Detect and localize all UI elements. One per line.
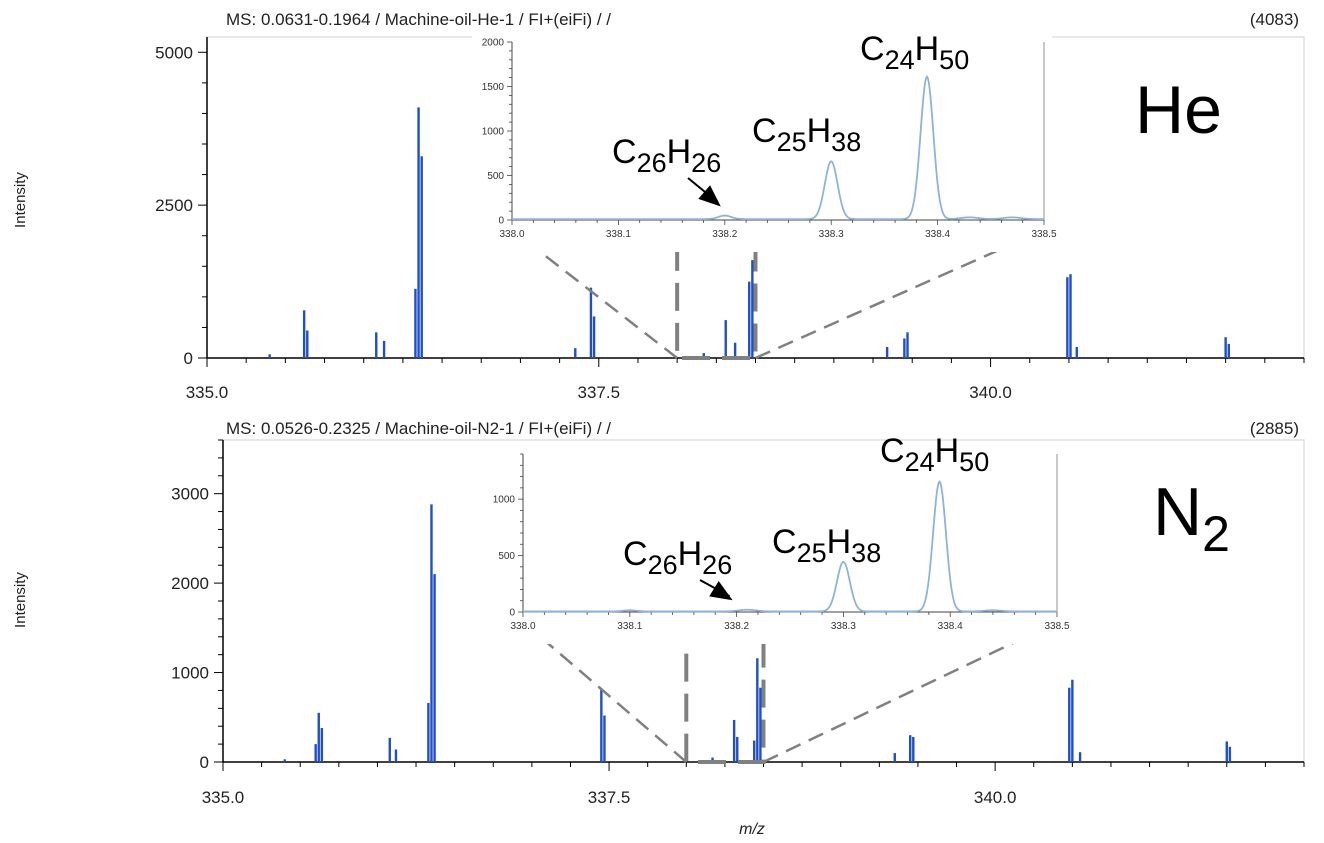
x-tick-label: 335.0	[186, 383, 229, 402]
x-axis-label: m/z	[739, 821, 765, 838]
inset-x-tick-label: 338.1	[606, 229, 631, 240]
x-tick-label: 340.0	[969, 383, 1012, 402]
inset-x-tick-label: 338.5	[1031, 229, 1056, 240]
panel-header-left: MS: 0.0526-0.2325 / Machine-oil-N2-1 / F…	[226, 419, 611, 438]
annotation-arrow-head	[709, 581, 733, 601]
carrier-gas-label: N2	[1153, 474, 1230, 562]
inset-profile-line	[512, 75, 1044, 221]
annotation-arrow-head	[698, 185, 721, 207]
spectrum-series	[283, 504, 1232, 762]
inset-x-tick-label: 338.1	[617, 621, 642, 632]
y-axis-label: Intensity	[12, 572, 29, 628]
inset-zoom-plot: 0 500 1000 1500 2000 338.0 338.1 338.2 338.3 338.…	[472, 36, 1057, 252]
panel-header-left: MS: 0.0631-0.1964 / Machine-oil-He-1 / F…	[226, 10, 611, 29]
zoom-connector-left	[522, 621, 688, 763]
y-axis-label: Intensity	[12, 172, 29, 228]
zoom-box	[684, 634, 766, 764]
inset-background	[472, 36, 1052, 252]
spectrum-panel-1: MS: 0.0631-0.1964 / Machine-oil-He-1 / F…	[12, 10, 1305, 402]
zoom-connector-left	[511, 229, 678, 359]
inset-x-tick-label: 338.2	[724, 621, 749, 632]
formula-label: C26H26	[612, 133, 721, 178]
formula-label: C24H50	[880, 432, 989, 477]
y-tick-label: 1000	[171, 664, 209, 683]
inset-zoom-plot: 0 500 1000 338.0 338.1 338.2 338.3 338.4 338.5	[483, 448, 1070, 644]
panel-header-right: (4083)	[1250, 10, 1299, 29]
inset-x-tick-label: 338.2	[712, 229, 737, 240]
y-tick-label: 0	[200, 753, 209, 772]
x-tick-label: 337.5	[588, 788, 631, 807]
inset-x-tick-label: 338.4	[925, 229, 950, 240]
formula-label: C26H26	[623, 535, 732, 580]
inset-y-tick-label: 2000	[482, 38, 505, 49]
inset-y-tick-label: 500	[487, 171, 504, 182]
formula-label: C25H38	[772, 523, 881, 568]
inset-x-tick-label: 338.3	[831, 621, 856, 632]
x-tick-label: 340.0	[974, 788, 1017, 807]
y-tick-label: 5000	[155, 43, 193, 62]
inset-y-tick-label: 1500	[482, 82, 505, 93]
inset-x-tick-label: 338.0	[510, 621, 535, 632]
inset-y-tick-label: 1000	[482, 127, 505, 138]
inset-profile-line	[523, 480, 1057, 613]
spectrum-series	[268, 107, 1230, 358]
inset-x-tick-label: 338.3	[819, 229, 844, 240]
spectrum-panel-2: MS: 0.0526-0.2325 / Machine-oil-N2-1 / F…	[12, 419, 1305, 838]
inset-x-tick-label: 338.0	[499, 229, 524, 240]
x-tick-label: 335.0	[202, 788, 245, 807]
inset-x-tick-label: 338.5	[1044, 621, 1069, 632]
y-tick-label: 3000	[171, 485, 209, 504]
carrier-gas-label: He	[1135, 72, 1222, 148]
y-tick-label: 2000	[171, 574, 209, 593]
y-tick-label: 2500	[155, 196, 193, 215]
panel-header-right: (2885)	[1250, 419, 1299, 438]
inset-y-tick-label: 500	[498, 551, 515, 562]
formula-label: C24H50	[860, 30, 969, 75]
zoom-box	[675, 239, 758, 360]
y-tick-label: 0	[184, 349, 193, 368]
inset-y-tick-label: 0	[498, 216, 504, 227]
inset-x-tick-label: 338.4	[938, 621, 963, 632]
inset-y-tick-label: 0	[509, 608, 515, 619]
zoom-connector-right	[762, 620, 1058, 764]
x-tick-label: 337.5	[578, 383, 621, 402]
formula-label: C25H38	[752, 112, 861, 157]
inset-y-tick-label: 1000	[493, 495, 516, 506]
